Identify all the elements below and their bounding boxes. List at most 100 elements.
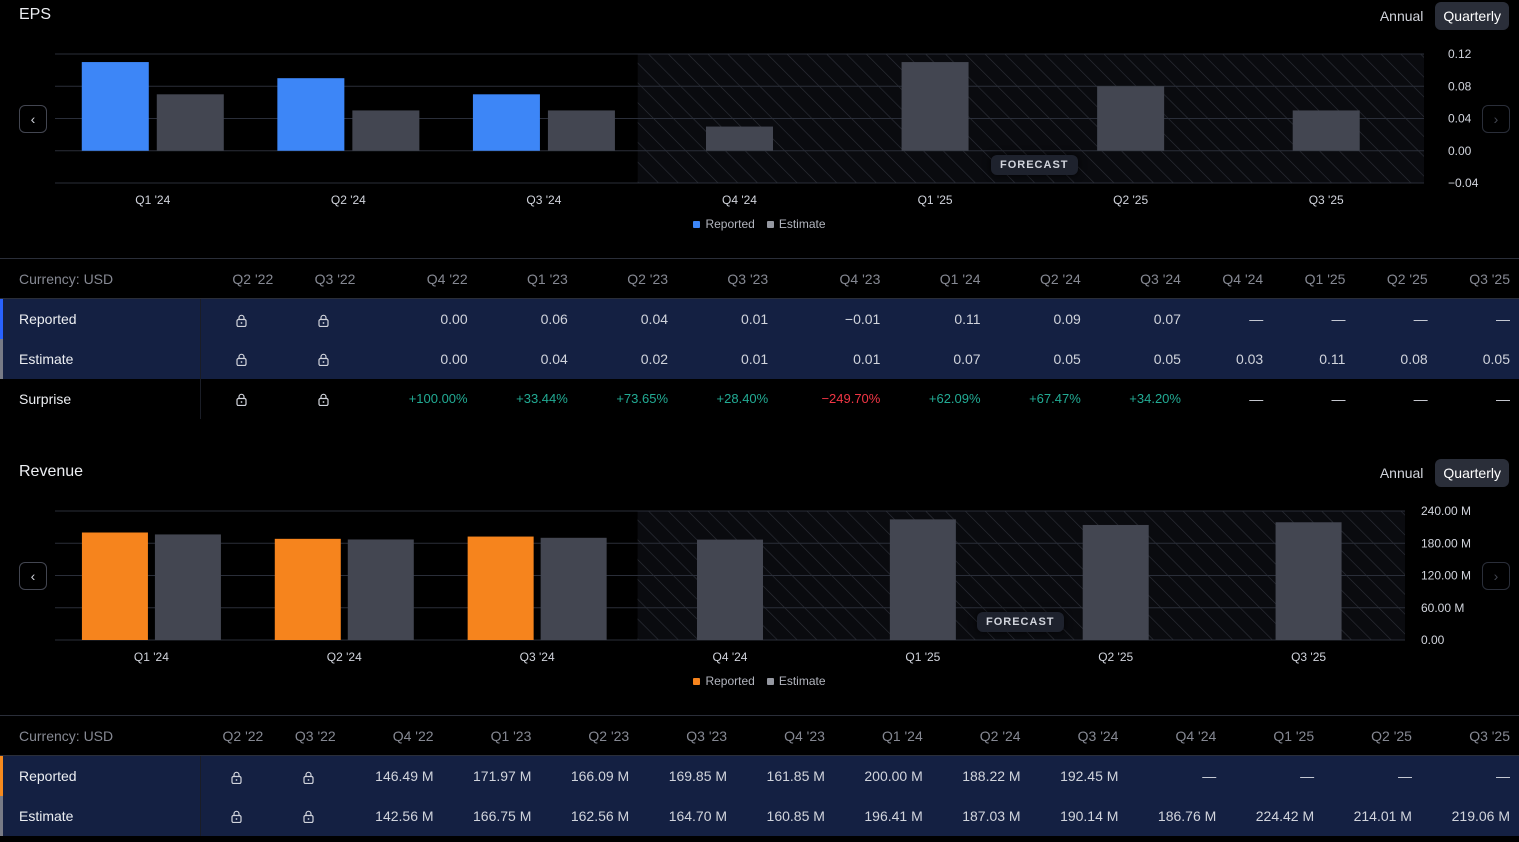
table-cell: 0.05: [1089, 338, 1190, 379]
row-label: Estimate: [0, 795, 201, 836]
bar-reported: [472, 94, 540, 151]
y-tick-label: 0.00: [1421, 633, 1445, 647]
x-tick-label: Q3 '24: [526, 193, 561, 207]
table-cell: —: [1420, 755, 1519, 796]
lock-icon: [231, 811, 242, 824]
table-cell: 219.06 M: [1420, 795, 1519, 836]
eps-annual-button[interactable]: Annual: [1379, 8, 1424, 24]
locked-cell: [282, 379, 364, 419]
bar-estimate: [706, 126, 773, 151]
table-cell: —: [1272, 298, 1355, 339]
revenue-col-header: Q1 '24: [833, 715, 932, 756]
table-cell: 0.00: [364, 338, 477, 379]
eps-table-body: Reported 0.00 0.06 0.04 0.01 −0.01 0.11 0.09 0.0…: [0, 298, 1519, 419]
table-cell: 0.06: [476, 298, 577, 339]
table-cell: 186.76 M: [1127, 795, 1226, 836]
table-cell: 214.01 M: [1323, 795, 1421, 836]
table-cell: −0.01: [777, 298, 890, 339]
eps-legend-estimate: Estimate: [766, 217, 826, 231]
table-cell: 169.85 M: [638, 755, 737, 796]
table-cell: —: [1249, 390, 1264, 407]
revenue-annual-button[interactable]: Annual: [1379, 465, 1424, 481]
lock-icon: [318, 354, 329, 367]
bar-estimate: [352, 110, 420, 151]
x-tick-label: Q4 '24: [722, 193, 757, 207]
revenue-col-header: Q2 '23: [540, 715, 639, 756]
table-cell: 188.22 M: [931, 755, 1030, 796]
eps-col-header: Q2 '22: [200, 258, 283, 299]
eps-col-header: Q1 '24: [889, 258, 990, 299]
eps-legend: Reported Estimate: [0, 217, 1519, 231]
x-tick-label: Q1 '24: [135, 193, 170, 207]
table-cell: 146.49 M: [344, 755, 443, 796]
lock-icon: [236, 354, 247, 367]
revenue-col-header: Q4 '22: [344, 715, 443, 756]
table-cell: −249.70%: [821, 391, 881, 406]
eps-quarterly-button[interactable]: Quarterly: [1435, 2, 1509, 30]
x-tick-label: Q3 '24: [520, 650, 555, 664]
table-row-surprise: Surprise +100.00% +33.44% +73.65% +28.40% −24…: [0, 378, 1519, 419]
x-tick-label: Q3 '25: [1309, 193, 1344, 207]
bar-reported: [81, 62, 149, 151]
table-cell: 0.08: [1354, 338, 1437, 379]
table-cell: 0.09: [989, 298, 1090, 339]
locked-cell: [272, 795, 345, 836]
table-cell: —: [1331, 390, 1346, 407]
lock-icon: [236, 314, 247, 327]
lock-icon: [231, 771, 242, 784]
revenue-legend: Reported Estimate: [0, 674, 1519, 688]
x-tick-label: Q4 '24: [713, 650, 748, 664]
eps-title: EPS: [19, 6, 52, 23]
revenue-col-header: Q3 '24: [1029, 715, 1128, 756]
revenue-col-header: Q4 '24: [1127, 715, 1226, 756]
row-label: Surprise: [0, 378, 201, 419]
revenue-chart-next-button[interactable]: ›: [1482, 562, 1510, 590]
locked-cell: [200, 379, 282, 419]
row-label: Estimate: [0, 338, 201, 379]
eps-legend-reported-label: Reported: [705, 217, 755, 231]
table-cell: 0.11: [889, 298, 990, 339]
eps-col-header: Q3 '23: [677, 258, 778, 299]
x-tick-label: Q3 '25: [1291, 650, 1326, 664]
eps-chart-svg: 0.12 0.08 0.04 0.00 −0.04 Q1 '24 Q2 '24 Q3 '24 Q…: [55, 47, 1479, 207]
bar-estimate: [547, 110, 615, 151]
lock-icon: [303, 811, 314, 824]
table-cell: —: [1413, 390, 1428, 407]
bar-reported: [277, 78, 345, 151]
revenue-col-header: Q2 '25: [1323, 715, 1421, 756]
bar-estimate: [1275, 522, 1342, 640]
bar-reported: [274, 538, 341, 640]
table-cell: 0.07: [889, 338, 990, 379]
locked-cell: [200, 755, 273, 796]
table-cell: 0.05: [1436, 338, 1519, 379]
revenue-col-header: Q3 '23: [638, 715, 737, 756]
revenue-legend-reported-label: Reported: [705, 674, 755, 688]
table-cell: 224.42 M: [1225, 795, 1324, 836]
bar-estimate: [540, 537, 607, 640]
x-tick-label: Q2 '24: [331, 193, 366, 207]
revenue-col-header: Q3 '22: [272, 715, 345, 756]
x-tick-label: Q1 '24: [134, 650, 169, 664]
eps-period-toggle: Annual Quarterly: [1372, 2, 1509, 30]
table-cell: 0.01: [777, 338, 890, 379]
eps-col-header: Q2 '24: [989, 258, 1090, 299]
table-cell: —: [1225, 755, 1324, 796]
table-cell: 0.01: [677, 298, 778, 339]
table-cell: +67.47%: [1029, 391, 1081, 406]
lock-icon: [303, 771, 314, 784]
bar-reported: [81, 532, 148, 640]
eps-legend-reported: Reported: [693, 217, 755, 231]
estimate-swatch: [766, 221, 774, 228]
table-cell: 160.85 M: [736, 795, 834, 836]
eps-chart-next-button[interactable]: ›: [1482, 105, 1510, 133]
table-cell: 0.03: [1189, 338, 1273, 379]
y-tick-label: 0.08: [1448, 79, 1472, 93]
revenue-chart-prev-button[interactable]: ‹: [19, 562, 47, 590]
y-tick-label: −0.04: [1448, 176, 1479, 190]
revenue-legend-estimate-label: Estimate: [778, 674, 826, 688]
x-tick-label: Q1 '25: [905, 650, 940, 664]
eps-chart-prev-button[interactable]: ‹: [19, 105, 47, 133]
table-cell: 161.85 M: [736, 755, 834, 796]
eps-chart: 0.12 0.08 0.04 0.00 −0.04 Q1 '24 Q2 '24 Q3 '24 Q…: [0, 0, 1519, 240]
revenue-quarterly-button[interactable]: Quarterly: [1435, 459, 1509, 487]
